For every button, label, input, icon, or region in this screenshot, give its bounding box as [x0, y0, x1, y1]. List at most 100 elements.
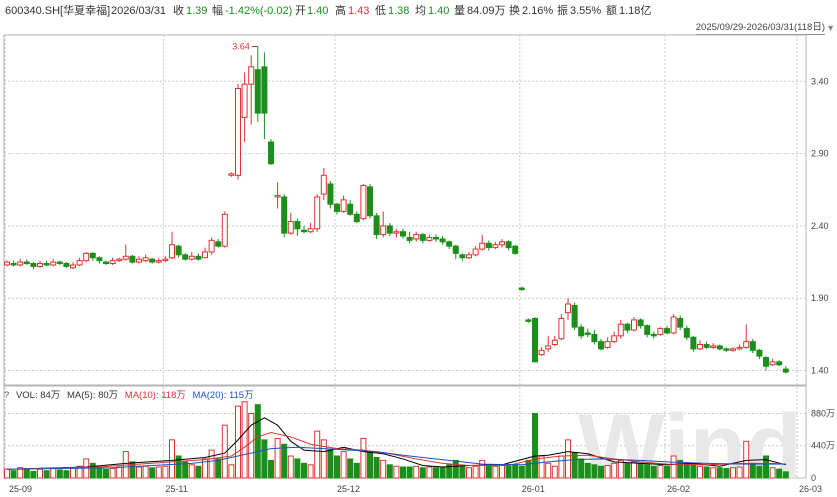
volume-bar [479, 459, 486, 479]
candle-body [499, 241, 505, 246]
candle [677, 315, 684, 331]
candle-body [485, 242, 492, 249]
candle [380, 211, 387, 238]
x-tick-label: 26-02 [667, 484, 690, 494]
volume-bar [769, 467, 776, 479]
change-label: 幅 [212, 5, 223, 17]
volume-bar [657, 465, 664, 479]
candle [400, 228, 406, 239]
volume-bar [116, 466, 123, 479]
volume-bar [4, 468, 10, 479]
candle-body [221, 213, 228, 247]
volume-bar [690, 464, 697, 479]
triangle-down-icon[interactable]: ▼ [826, 23, 835, 33]
volume-bar [617, 459, 624, 479]
candle-body [624, 323, 631, 331]
volume-bar [683, 462, 690, 479]
candle [598, 338, 604, 351]
candle-body [664, 328, 670, 334]
volume-bar [10, 470, 17, 479]
low-label: 低 [375, 5, 386, 17]
volume-bar [228, 464, 235, 479]
volume-bar [446, 464, 453, 479]
volume-bar [386, 464, 393, 479]
volume-bar [195, 465, 202, 479]
candle-body [367, 186, 373, 217]
candle-body [459, 254, 466, 259]
candle-body [314, 196, 321, 230]
quote-header: 600340.SH[华夏幸福] 2026/03/31 收 1.39 幅 -1.4… [0, 0, 837, 22]
volume-bar [763, 455, 769, 479]
candle-body [50, 261, 57, 266]
candle [215, 238, 222, 248]
volume-tick-label: 440万 [811, 441, 835, 451]
candle-body [730, 348, 736, 351]
candle-body [584, 332, 591, 335]
candle-body [169, 244, 175, 259]
candle [301, 225, 307, 234]
candle [23, 259, 30, 265]
candle-body [195, 255, 202, 260]
candle [386, 223, 393, 237]
candle [664, 325, 670, 335]
candle [188, 251, 195, 261]
candle [43, 260, 50, 267]
candle-body [743, 341, 750, 348]
candle-body [347, 203, 354, 215]
candle [393, 228, 400, 238]
candle [360, 183, 367, 221]
volume-bar [340, 451, 347, 479]
volume-bar [459, 465, 466, 479]
candle-body [215, 241, 222, 247]
candle-body [235, 88, 241, 176]
volume-bar [782, 471, 789, 479]
volume-bar [710, 467, 717, 479]
candle [142, 254, 149, 263]
candle [631, 317, 637, 332]
close-label: 收 [173, 5, 184, 17]
candle-body [604, 341, 611, 348]
candle-body [578, 326, 585, 337]
quote-date: 2026/03/31 [111, 5, 167, 17]
candle-body [281, 196, 288, 234]
volume-bar [347, 458, 354, 479]
volume-bar [716, 467, 723, 479]
volume-legend: ? VOL: 84万 MA(5): 80万 MA(10): 118万 MA(20… [4, 389, 258, 402]
volume-label: 量 [454, 5, 465, 17]
candle [248, 55, 255, 125]
legend-question-icon[interactable]: ? [4, 390, 10, 401]
candle-body [518, 287, 525, 291]
annotation-label: 3.64 [232, 42, 250, 52]
candle [182, 253, 189, 261]
candle [294, 218, 301, 237]
volume-bar [307, 464, 314, 479]
candle [274, 182, 281, 209]
candle-body [334, 203, 340, 212]
volume-bar [287, 455, 294, 479]
open-value: 1.40 [307, 5, 329, 17]
candle-body [17, 261, 24, 266]
candle-body [320, 174, 327, 195]
candle [518, 286, 525, 291]
volume-bar [294, 458, 301, 479]
volume-bar [532, 412, 538, 479]
candle [710, 343, 717, 349]
candle-body [360, 184, 367, 220]
volume-bar [155, 466, 162, 479]
x-tick-label: 26-01 [522, 484, 545, 494]
candle [426, 234, 433, 242]
volume-bar [598, 465, 604, 479]
candle [116, 257, 123, 263]
volume-bar [89, 462, 96, 479]
candle-body [637, 319, 644, 327]
volume-bar [730, 467, 736, 479]
volume-bar [406, 466, 413, 479]
volume-bar [565, 439, 571, 479]
candle [30, 262, 37, 270]
candle [584, 328, 591, 338]
volume-bar [320, 439, 327, 479]
avg-label: 均 [415, 5, 426, 17]
price-tick-label: 1.40 [811, 366, 829, 376]
volume-bar [109, 467, 116, 479]
candle [657, 327, 664, 336]
